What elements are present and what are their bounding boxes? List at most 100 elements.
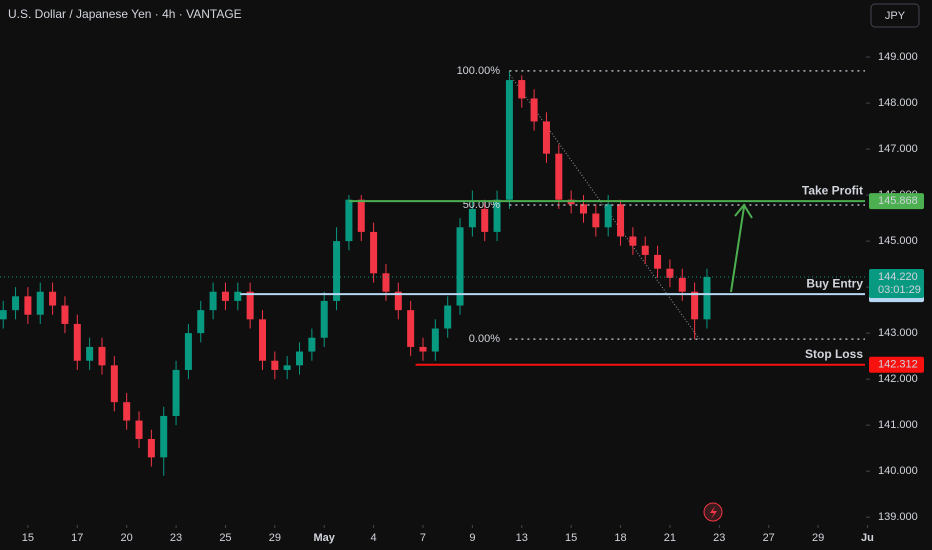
candle-body [493,199,501,232]
y-tick-label: 139.000 [878,511,918,523]
trade-level-name: Take Profit [802,183,863,197]
last-price-badge [869,268,924,298]
candle-body [0,310,7,320]
candle-body [184,333,192,370]
candle-body [370,231,378,274]
x-tick-label: 15 [565,532,577,544]
x-tick-label: May [314,532,336,544]
candle-body [147,438,155,458]
candle-body [579,204,587,214]
fib-label: 0.00% [469,333,500,345]
candle-body [209,291,217,311]
x-tick-label: 18 [614,532,626,544]
candle-body [86,346,94,361]
candle-body [456,227,464,306]
x-tick-label: 25 [219,532,231,544]
y-tick-label: 145.000 [878,235,918,247]
candle-body [73,323,81,361]
candle-body [123,402,131,421]
price-badge [869,356,924,373]
candle-body [382,273,390,292]
trade-level-name: Stop Loss [805,347,863,361]
candle-body [221,291,229,301]
x-tick-label: 9 [469,532,475,544]
countdown-label: 03:01:29 [878,284,921,296]
candle-body [172,369,180,416]
price-badge [869,193,924,210]
candle-body [505,80,513,200]
candle-body [419,346,427,352]
fib-label: 100.00% [457,65,501,77]
candle-body [678,277,686,292]
price-badge-label: 145.868 [878,195,918,207]
target-arrow [730,203,753,293]
y-tick-label: 148.000 [878,97,918,109]
y-tick-label: 147.000 [878,143,918,155]
candle-body [110,365,118,403]
chart-title: U.S. Dollar / Japanese Yen · 4h · VANTAG… [8,7,242,21]
candle-body [333,241,341,301]
candle-body [394,291,402,311]
candle-body [197,310,205,334]
y-tick-label: 140.000 [878,465,918,477]
candle-body [518,80,526,99]
x-tick-label: 29 [812,532,824,544]
candle-body [24,296,32,315]
candle-body [246,291,254,320]
candle-body [654,254,662,269]
price-badge-label: 142.312 [878,359,918,371]
candle-body [703,276,711,320]
candle-body [283,365,291,370]
x-tick-label: 20 [121,532,133,544]
y-tick-label: 143.000 [878,327,918,339]
x-tick-label: 23 [713,532,725,544]
candle-body [135,420,143,439]
last-price-label: 144.220 [878,271,918,283]
candle-body [468,208,476,228]
candle-body [160,415,168,458]
candle-body [271,360,279,370]
x-tick-label: 7 [420,532,426,544]
x-tick-label: 13 [516,532,528,544]
x-tick-label: Ju [861,532,874,544]
candle-body [604,204,612,228]
candle-body [98,346,106,366]
candle-body [592,213,600,228]
candle-body [666,268,674,278]
x-tick-label: 15 [22,532,34,544]
candle-body [641,245,649,255]
x-tick-label: 17 [71,532,83,544]
event-icon-bolt [710,506,717,519]
candle-body [12,296,20,311]
candle-body [555,153,563,200]
candle-body [481,208,489,232]
candle-body [234,291,242,301]
candle-body [61,305,69,324]
candle-body [49,291,57,306]
candle-body [407,310,415,347]
x-tick-label: 4 [371,532,377,544]
x-tick-label: 27 [763,532,775,544]
y-tick-label: 142.000 [878,373,918,385]
candle-body [691,291,699,320]
x-tick-label: 21 [664,532,676,544]
currency-button[interactable] [870,3,920,28]
fib-trend-line [509,74,701,341]
currency-label[interactable]: JPY [885,10,906,22]
x-tick-label: 23 [170,532,182,544]
candle-body [36,291,44,315]
candle-body [345,199,353,242]
y-tick-label: 149.000 [878,51,918,63]
candle-body [629,236,637,246]
x-tick-label: 29 [269,532,281,544]
y-tick-label: 141.000 [878,419,918,431]
candle-body [530,98,538,122]
candle-body [617,204,625,237]
candle-body [320,300,328,338]
candle-body [444,305,452,329]
candle-body [431,328,439,352]
candle-body [308,337,316,352]
candle-body [258,319,266,361]
